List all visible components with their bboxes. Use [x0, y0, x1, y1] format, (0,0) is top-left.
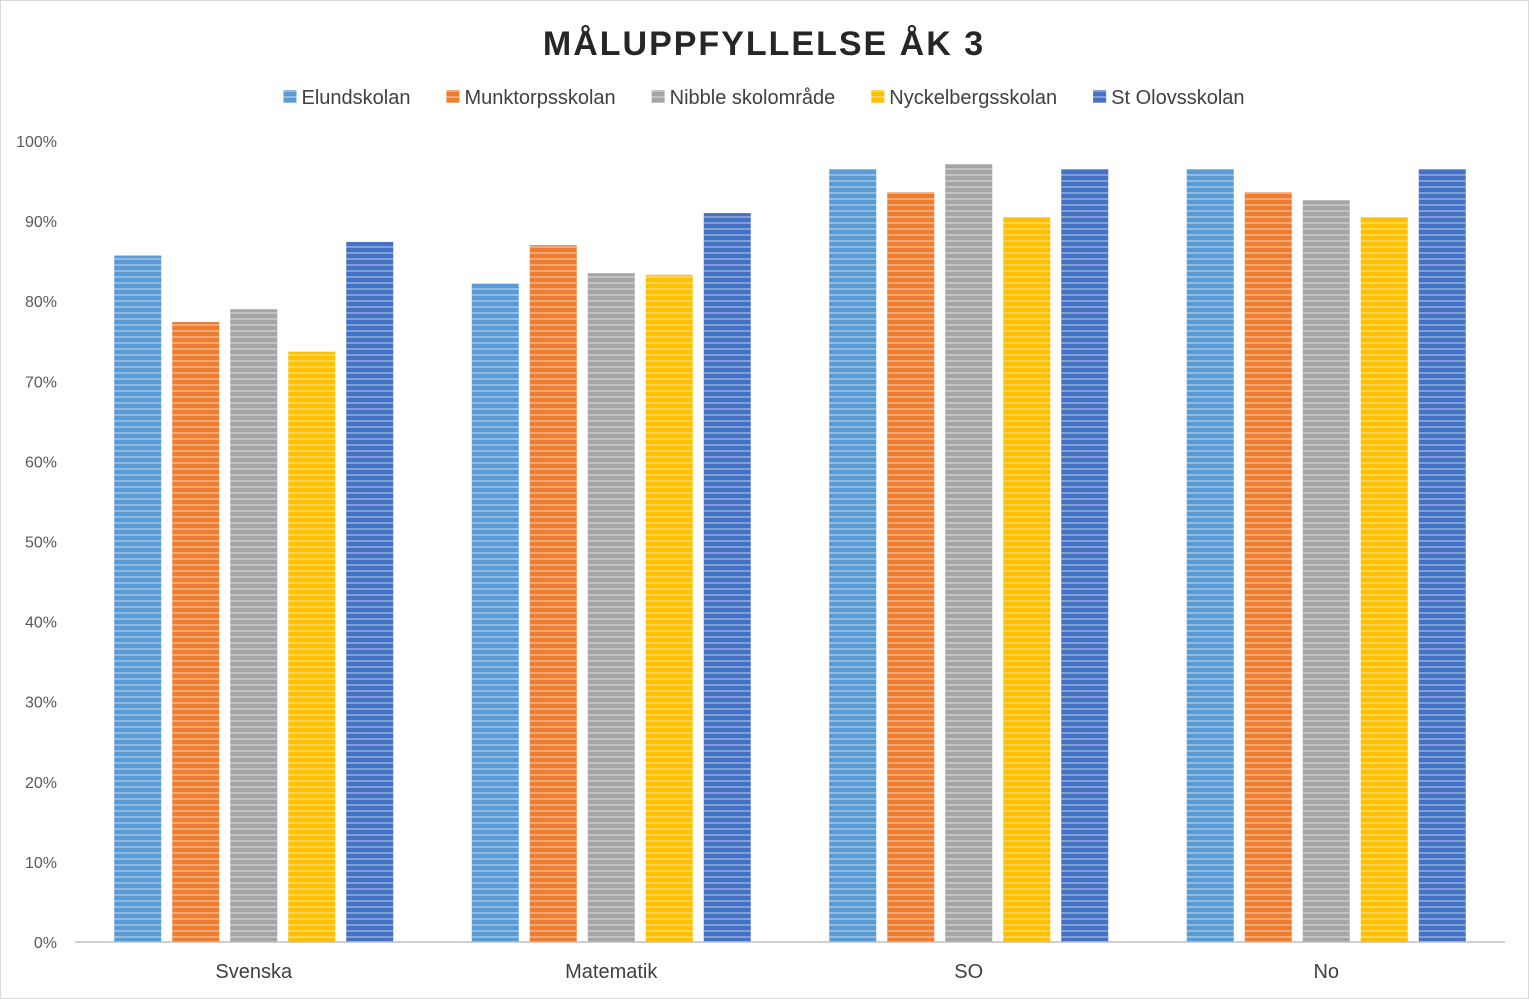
bar-texture: [1003, 217, 1051, 943]
legend-item: Nyckelbergsskolan: [871, 87, 1057, 109]
chart-title: MÅLUPPFYLLELSE ÅK 3: [543, 25, 985, 63]
bar-texture: [1302, 200, 1350, 943]
legend-item: Elundskolan: [283, 87, 410, 109]
x-axis: Svenska Matematik SO No: [215, 961, 1339, 983]
bar-texture: [471, 283, 519, 942]
bar-texture: [887, 192, 935, 942]
bar-texture: [114, 255, 162, 943]
legend-item: Munktorpsskolan: [446, 87, 616, 109]
y-tick-label: 70%: [25, 374, 57, 391]
legend-item: Nibble skolområde: [651, 87, 836, 109]
y-tick-label: 90%: [25, 214, 57, 231]
legend-item: St Olovsskolan: [1093, 87, 1245, 109]
bar-texture: [945, 164, 993, 942]
bar-texture: [1418, 169, 1466, 942]
y-tick-label: 80%: [25, 294, 57, 311]
bar-texture: [172, 322, 220, 942]
legend-swatch-texture: [283, 90, 297, 103]
legend-label: Elundskolan: [301, 87, 410, 109]
legend-label: St Olovsskolan: [1111, 87, 1244, 109]
y-tick-label: 60%: [25, 454, 57, 471]
y-tick-label: 40%: [25, 615, 57, 632]
legend-swatch-texture: [1093, 90, 1107, 103]
y-tick-label: 0%: [34, 935, 57, 952]
bar-texture: [1186, 169, 1234, 942]
legend-swatch-texture: [871, 90, 885, 103]
bar-texture: [703, 213, 751, 943]
y-tick-label: 20%: [25, 775, 57, 792]
x-category-label: Svenska: [215, 961, 293, 983]
bars: [114, 164, 1466, 943]
bar-texture: [230, 309, 278, 943]
bar-texture: [288, 351, 336, 943]
legend-swatch-texture: [446, 90, 460, 103]
y-tick-label: 30%: [25, 695, 57, 712]
bar-texture: [529, 245, 577, 942]
x-category-label: Matematik: [565, 961, 658, 983]
bar-texture: [1360, 217, 1408, 943]
legend-swatch-texture: [651, 90, 665, 103]
bar-texture: [1061, 169, 1109, 942]
x-category-label: No: [1313, 961, 1339, 983]
bar-texture: [346, 241, 394, 942]
legend: Elundskolan Munktorpsskolan Nibble skolomr…: [283, 87, 1245, 109]
bar-texture: [1244, 192, 1292, 942]
x-category-label: SO: [954, 961, 983, 983]
bar-texture: [829, 169, 877, 942]
y-tick-label: 50%: [25, 535, 57, 552]
y-axis: 0% 10% 20% 30% 40% 50% 60% 70% 80% 90% 100%: [16, 134, 57, 952]
bar-texture: [587, 273, 635, 942]
legend-label: Munktorpsskolan: [464, 87, 615, 109]
legend-label: Nyckelbergsskolan: [889, 87, 1057, 109]
y-tick-label: 10%: [25, 855, 57, 872]
legend-label: Nibble skolområde: [670, 87, 836, 109]
bar-texture: [645, 274, 693, 943]
y-tick-label: 100%: [16, 134, 57, 151]
